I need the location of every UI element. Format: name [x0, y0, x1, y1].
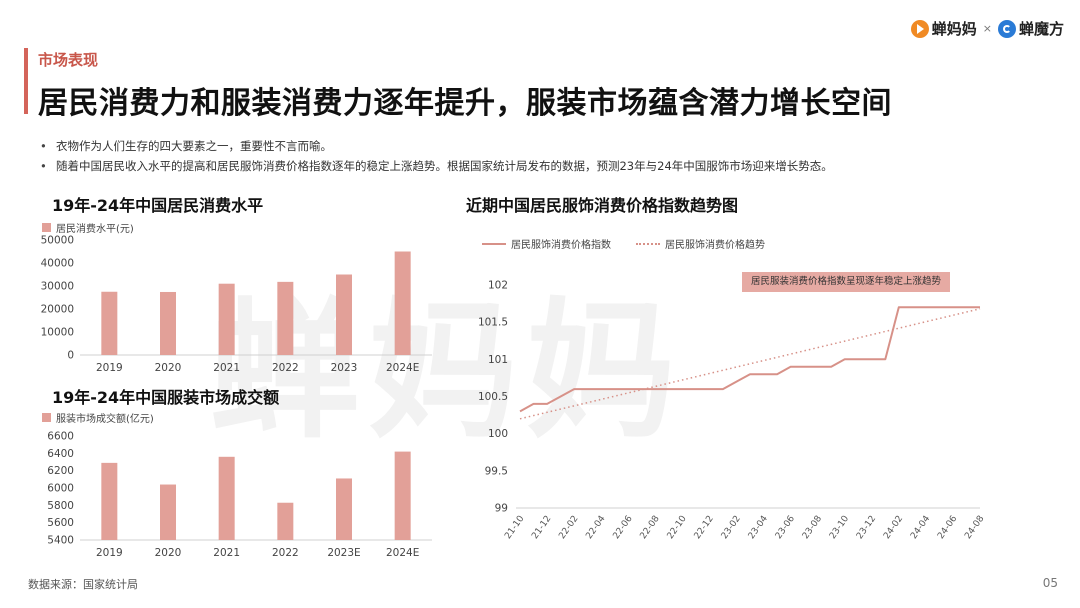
legend-label: 服装市场成交额(亿元) — [56, 414, 154, 425]
consumption-xtick-label: 2019 — [96, 362, 123, 374]
consumption-ytick-label: 10000 — [41, 327, 74, 339]
legend-price-index: 居民服饰消费价格指数 — [482, 236, 611, 251]
legend-dotted-line — [636, 242, 660, 245]
legend-consumption: 居民消费水平(元) — [42, 220, 134, 235]
price-xtick-label: 23-08 — [801, 514, 824, 541]
apparel-ytick-label: 6000 — [47, 483, 74, 495]
legend-apparel-market: 服装市场成交额(亿元) — [42, 410, 154, 425]
consumption-ytick-label: 0 — [67, 350, 74, 362]
chart-title-price-index: 近期中国居民服饰消费价格指数趋势图 — [466, 196, 739, 215]
consumption-bar — [336, 274, 352, 355]
chanmama-logo: 蝉妈妈 — [910, 18, 977, 39]
apparel-xtick-label: 2020 — [155, 547, 182, 559]
price-ytick-label: 100 — [488, 428, 508, 440]
chart-title-apparel-market: 19年-24年中国服装市场成交额 — [52, 388, 280, 407]
apparel-bar — [218, 456, 235, 540]
consumption-ytick-label: 40000 — [41, 258, 74, 270]
apparel-xtick-label: 2023E — [327, 547, 360, 559]
consumption-xtick-label: 2020 — [155, 362, 182, 374]
consumption-bar — [160, 291, 176, 355]
consumption-bar — [218, 283, 235, 355]
price-xtick-label: 24-02 — [882, 514, 905, 541]
consumption-ytick-label: 50000 — [41, 235, 74, 247]
apparel-ytick-label: 6200 — [47, 465, 74, 477]
price-xtick-label: 23-06 — [774, 514, 797, 541]
apparel-bar — [277, 502, 294, 540]
consumption-xtick-label: 2023 — [331, 362, 358, 374]
brand-logos: 蝉妈妈 × 蝉魔方 — [910, 18, 1064, 39]
price-xtick-label: 23-04 — [747, 514, 770, 541]
legend-solid-line — [482, 242, 506, 245]
apparel-ytick-label: 5600 — [47, 517, 74, 529]
title-accent-bar — [24, 48, 28, 114]
price-trend-line — [519, 308, 981, 420]
apparel-ytick-label: 5800 — [47, 500, 74, 512]
chanmama-logo-text: 蝉妈妈 — [931, 20, 977, 38]
section-label: 市场表现 — [38, 51, 99, 69]
chanmama-logo-icon — [910, 19, 929, 38]
bullet-item: 衣物作为人们生存的四大要素之一，重要性不言而喻。 — [40, 136, 833, 156]
price-index-line — [519, 306, 980, 413]
price-ytick-label: 101.5 — [478, 317, 508, 329]
chanmofang-logo-icon — [997, 19, 1016, 38]
price-xtick-label: 22-04 — [584, 514, 607, 541]
logo-separator: × — [982, 22, 992, 35]
price-ytick-label: 101 — [488, 354, 508, 366]
legend-price-trend: 居民服饰消费价格趋势 — [636, 236, 765, 251]
price-xtick-label: 23-10 — [828, 514, 851, 541]
price-ytick-label: 100.5 — [478, 391, 508, 403]
price-xtick-label: 22-12 — [693, 514, 716, 541]
price-xtick-label: 24-04 — [909, 514, 932, 541]
chart-annotation: 居民服装消费价格指数呈现逐年稳定上涨趋势 — [742, 272, 950, 292]
price-ytick-label: 99 — [495, 503, 508, 515]
price-ytick-label: 99.5 — [485, 465, 508, 477]
price-xtick-label: 22-10 — [666, 514, 689, 541]
consumption-ytick-label: 30000 — [41, 281, 74, 293]
price-xtick-label: 22-08 — [639, 514, 662, 541]
apparel-bar — [101, 462, 118, 540]
price-xtick-label: 22-02 — [557, 514, 580, 541]
apparel-xtick-label: 2022 — [272, 547, 299, 559]
price-ytick-label: 102 — [488, 280, 508, 292]
consumption-xtick-label: 2022 — [272, 362, 299, 374]
page-title: 居民消费力和服装消费力逐年提升，服装市场蕴含潜力增长空间 — [38, 86, 892, 121]
price-xtick-label: 23-02 — [720, 514, 743, 541]
consumption-bar — [101, 291, 118, 355]
bullet-list: 衣物作为人们生存的四大要素之一，重要性不言而喻。 随着中国居民收入水平的提高和居… — [40, 136, 833, 176]
legend-label: 居民消费水平(元) — [56, 224, 134, 235]
chanmofang-logo: 蝉魔方 — [997, 18, 1064, 39]
price-xtick-label: 23-12 — [855, 514, 878, 541]
consumption-ytick-label: 20000 — [41, 304, 74, 316]
page-number: 05 — [1042, 576, 1058, 590]
price-xtick-label: 22-06 — [611, 514, 634, 541]
legend-label: 居民服饰消费价格指数 — [511, 240, 611, 251]
legend-swatch — [42, 223, 51, 232]
price-xtick-label: 24-06 — [936, 514, 959, 541]
data-source: 数据来源：国家统计局 — [28, 578, 138, 591]
consumption-xtick-label: 2024E — [386, 362, 419, 374]
apparel-ytick-label: 5400 — [47, 535, 74, 547]
apparel-ytick-label: 6400 — [47, 448, 74, 460]
price-xtick-label: 21-12 — [530, 514, 553, 541]
chanmofang-logo-text: 蝉魔方 — [1018, 20, 1064, 38]
price-xtick-label: 24-08 — [963, 514, 986, 541]
bullet-item: 随着中国居民收入水平的提高和居民服饰消费价格指数逐年的稳定上涨趋势。根据国家统计… — [40, 156, 833, 176]
apparel-xtick-label: 2019 — [96, 547, 123, 559]
chart-title-consumption: 19年-24年中国居民消费水平 — [52, 196, 264, 215]
apparel-bar — [160, 484, 176, 540]
apparel-bar — [394, 451, 411, 540]
apparel-bar — [336, 478, 352, 540]
legend-label: 居民服饰消费价格趋势 — [665, 240, 765, 251]
consumption-bar — [394, 251, 411, 355]
apparel-xtick-label: 2021 — [213, 547, 240, 559]
consumption-xtick-label: 2021 — [213, 362, 240, 374]
price-xtick-label: 21-10 — [503, 514, 526, 541]
apparel-xtick-label: 2024E — [386, 547, 419, 559]
consumption-bar — [277, 281, 294, 355]
legend-swatch — [42, 413, 51, 422]
apparel-ytick-label: 6600 — [47, 431, 74, 443]
